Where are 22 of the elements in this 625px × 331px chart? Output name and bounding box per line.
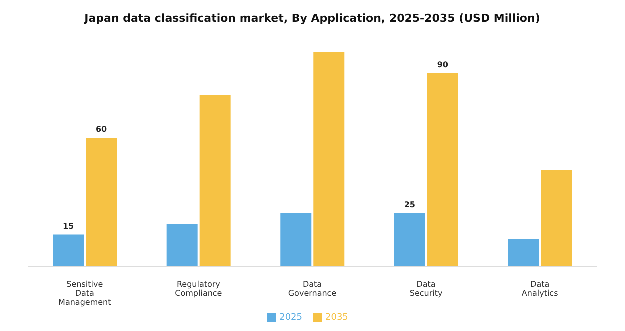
x-tick-label: Data Analytics <box>522 280 558 298</box>
data-label: 15 <box>62 222 75 231</box>
x-tick-label: Sensitive Data Management <box>58 280 112 307</box>
bar <box>166 224 198 267</box>
bar <box>427 74 458 267</box>
bar <box>541 170 572 267</box>
data-label: 60 <box>96 125 108 134</box>
legend-label: 2025 <box>280 313 302 323</box>
data-label: 90 <box>437 60 449 70</box>
bar <box>53 234 84 267</box>
x-tick-label: Data Governance <box>288 280 337 298</box>
bar <box>280 213 312 267</box>
bar <box>86 138 118 267</box>
bar <box>314 52 345 267</box>
bar <box>508 239 540 267</box>
bar <box>200 95 231 267</box>
data-label: 25 <box>404 200 416 210</box>
x-tick-label: Regulatory Compliance <box>175 280 222 298</box>
legend-label: 2035 <box>326 313 348 323</box>
chart-title: Japan data classification market, By Application, 2025-2035 (USD Million) <box>83 11 542 27</box>
x-tick-label: Data Security <box>410 280 443 298</box>
bar <box>394 213 426 267</box>
